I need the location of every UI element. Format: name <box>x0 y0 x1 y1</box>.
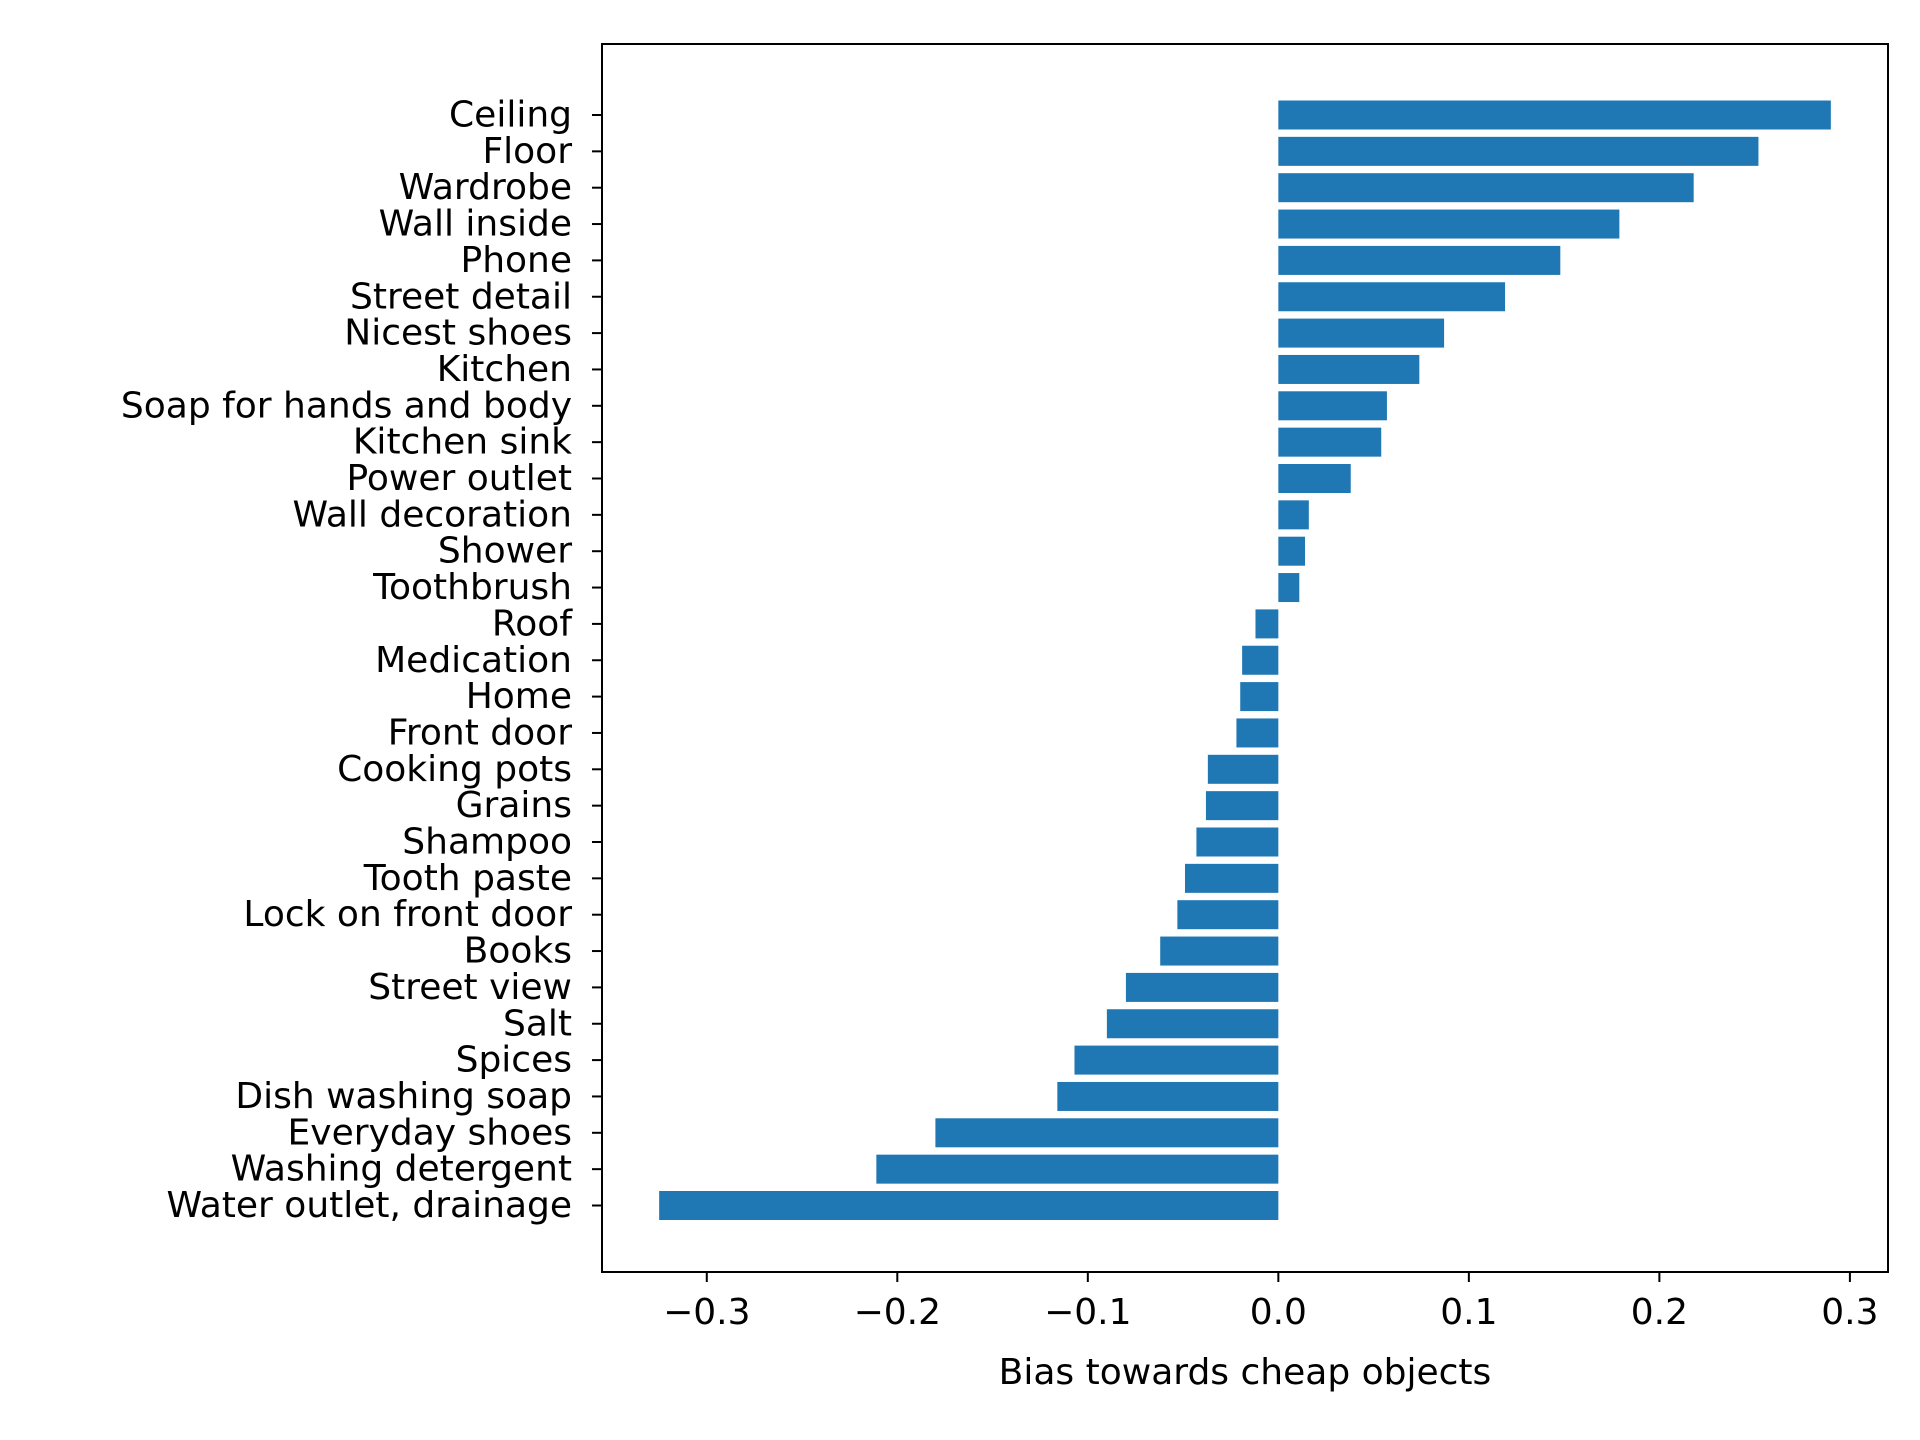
bar <box>1278 464 1351 493</box>
bar <box>1207 754 1279 784</box>
bar <box>1196 827 1279 857</box>
bar <box>1242 645 1279 675</box>
bar <box>1278 318 1445 348</box>
y-tick-label: Kitchen sink <box>353 422 572 463</box>
y-tick-label: Floor <box>482 131 572 172</box>
bar <box>1278 282 1506 312</box>
bar <box>1278 245 1561 275</box>
bar <box>876 1154 1279 1184</box>
y-tick-label: Wardrobe <box>399 167 572 208</box>
y-tick-label: Everyday shoes <box>288 1112 572 1153</box>
bar <box>1278 209 1620 239</box>
bar <box>1278 427 1382 457</box>
bar <box>1278 354 1420 384</box>
bar <box>1278 136 1759 166</box>
bar <box>1125 972 1279 1002</box>
x-tick-label: 0.0 <box>1250 1292 1307 1333</box>
y-tick-label: Soap for hands and body <box>121 385 572 426</box>
bar <box>1278 173 1694 203</box>
y-tick-label: Toothbrush <box>372 567 572 608</box>
x-tick-label: −0.1 <box>1044 1292 1131 1333</box>
x-tick-label: 0.2 <box>1631 1292 1688 1333</box>
bar <box>1106 1009 1279 1039</box>
bar <box>1160 936 1279 966</box>
bar <box>1240 682 1279 712</box>
y-tick-label: Grains <box>456 785 572 826</box>
y-tick-label: Spices <box>456 1040 572 1081</box>
y-tick-label: Ceiling <box>449 95 572 136</box>
y-tick-label: Street detail <box>350 276 572 317</box>
y-tick-label: Lock on front door <box>243 894 572 935</box>
y-tick-label: Nicest shoes <box>344 313 572 354</box>
bar <box>1236 718 1279 748</box>
bar <box>935 1118 1279 1148</box>
y-tick-label: Shampoo <box>402 822 572 863</box>
y-tick-label: Wall inside <box>379 204 572 245</box>
y-tick-label: Tooth paste <box>363 858 572 899</box>
x-axis-label: Bias towards cheap objects <box>999 1352 1492 1393</box>
bar <box>1205 791 1279 821</box>
x-tick-label: 0.1 <box>1440 1292 1497 1333</box>
y-tick-label: Power outlet <box>346 458 572 499</box>
plot-frame <box>601 43 1889 1273</box>
bar <box>1278 391 1387 421</box>
bar <box>1074 1045 1279 1075</box>
bar <box>1177 900 1279 930</box>
y-tick-label: Water outlet, drainage <box>166 1185 572 1226</box>
y-tick-label: Cooking pots <box>337 749 572 790</box>
y-tick-label: Washing detergent <box>231 1149 572 1190</box>
y-tick-label: Kitchen <box>437 349 572 390</box>
x-axis-ticks: −0.3 −0.2 −0.1 0.0 0.1 0.2 0.3 <box>663 1272 1879 1333</box>
bar <box>1184 863 1279 893</box>
y-tick-label: Salt <box>503 1003 572 1044</box>
y-tick-label: Front door <box>388 712 572 753</box>
bar <box>1278 100 1831 130</box>
bars-group <box>659 100 1831 1220</box>
y-tick-label: Shower <box>438 531 572 572</box>
x-tick-label: 0.3 <box>1821 1292 1878 1333</box>
y-tick-label: Wall decoration <box>293 494 572 535</box>
y-tick-label: Roof <box>492 603 573 644</box>
y-tick-label: Street view <box>368 967 572 1008</box>
y-tick-label: Phone <box>460 240 572 281</box>
x-tick-label: −0.2 <box>854 1292 941 1333</box>
y-tick-label: Home <box>466 676 572 717</box>
bar <box>1255 609 1279 639</box>
y-tick-label: Medication <box>375 640 572 681</box>
bar <box>1278 536 1306 566</box>
bar <box>1057 1081 1279 1111</box>
y-tick-label: Books <box>464 931 572 972</box>
bar <box>659 1191 1279 1220</box>
x-tick-label: −0.3 <box>663 1292 750 1333</box>
bar <box>1278 500 1309 530</box>
y-tick-label: Dish washing soap <box>235 1076 572 1117</box>
bar <box>1278 573 1300 603</box>
